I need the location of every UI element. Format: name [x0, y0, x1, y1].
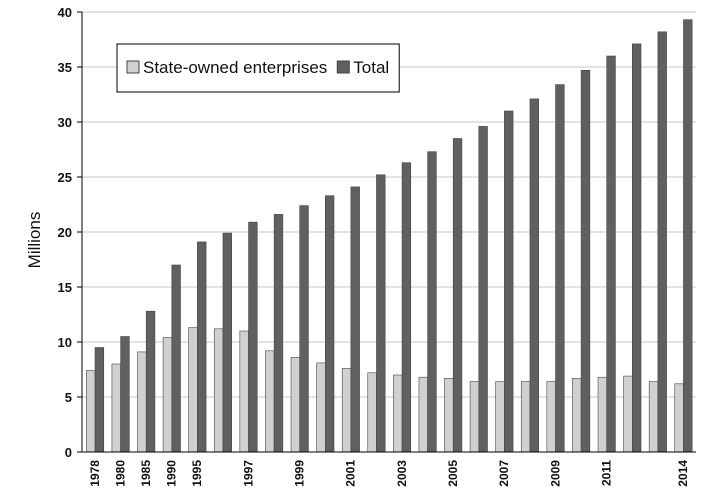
- bar: [171, 264, 181, 453]
- x-tick-label: 1980: [113, 460, 127, 487]
- bar: [648, 381, 659, 453]
- y-tick-label: 40: [58, 5, 72, 20]
- bar: [162, 337, 173, 453]
- x-tick-label: 1978: [88, 460, 102, 487]
- bar: [529, 98, 539, 453]
- bar: [367, 372, 377, 453]
- bar: [572, 377, 582, 453]
- bar: [213, 328, 224, 453]
- bar: [418, 376, 428, 453]
- x-tick-label: 2014: [676, 460, 690, 487]
- bar: [469, 381, 480, 453]
- bar: [546, 381, 556, 453]
- bar: [478, 126, 488, 453]
- bar: [555, 84, 565, 453]
- bar: [273, 214, 284, 453]
- bar: [504, 110, 514, 453]
- bar: [393, 374, 403, 453]
- bar: [376, 174, 386, 453]
- bar: [120, 336, 130, 453]
- y-tick-label: 15: [58, 280, 72, 295]
- bar: [495, 381, 505, 453]
- bar: [341, 368, 352, 453]
- bar: [401, 162, 412, 453]
- bar: [597, 376, 608, 453]
- x-tick-label: 1985: [139, 460, 153, 487]
- x-tick-label: 2005: [446, 460, 460, 487]
- x-tick-label: 1997: [241, 460, 255, 487]
- bar: [444, 377, 454, 453]
- bar: [316, 362, 326, 453]
- bar: [631, 43, 642, 453]
- x-tick-label: 2001: [344, 460, 358, 487]
- x-tick-label: 1999: [292, 460, 306, 487]
- bar: [606, 55, 616, 453]
- bar: [137, 351, 147, 453]
- bar: [197, 241, 207, 453]
- bar: [94, 347, 105, 453]
- y-tick-label: 5: [65, 390, 72, 405]
- bar: [248, 221, 258, 453]
- bar: [265, 350, 275, 453]
- x-tick-label: 1990: [165, 460, 179, 487]
- y-tick-label: 0: [65, 445, 72, 460]
- bar: [623, 375, 633, 453]
- bar: [290, 357, 301, 453]
- bar: [350, 186, 360, 453]
- x-tick-label: 2011: [599, 460, 613, 486]
- legend-swatch: [126, 60, 140, 74]
- bar: [145, 310, 156, 453]
- bar: [674, 383, 684, 453]
- bar: [111, 363, 121, 453]
- bar: [452, 138, 463, 453]
- bar: [239, 330, 249, 453]
- bar: [86, 370, 96, 453]
- legend-box: [116, 43, 400, 93]
- bar: [427, 151, 437, 453]
- y-tick-label: 20: [58, 225, 72, 240]
- bar: [657, 31, 667, 453]
- legend-label: Total: [353, 58, 389, 77]
- bar: [188, 327, 198, 453]
- bar: [222, 232, 232, 453]
- legend-swatch: [336, 60, 350, 74]
- bar: [520, 381, 531, 453]
- x-tick-label: 1995: [190, 460, 204, 487]
- y-tick-label: 35: [58, 60, 72, 75]
- y-tick-label: 25: [58, 170, 72, 185]
- bar: [299, 205, 309, 453]
- bar: [324, 195, 335, 453]
- x-tick-label: 2007: [497, 460, 511, 487]
- x-tick-label: 2003: [395, 460, 409, 487]
- bar: [580, 70, 591, 453]
- y-axis-label: Millions: [25, 212, 44, 269]
- legend-label: State-owned enterprises: [143, 58, 327, 77]
- y-tick-label: 30: [58, 115, 72, 130]
- y-tick-label: 10: [58, 335, 72, 350]
- x-tick-label: 2009: [548, 460, 562, 487]
- bar: [683, 19, 693, 453]
